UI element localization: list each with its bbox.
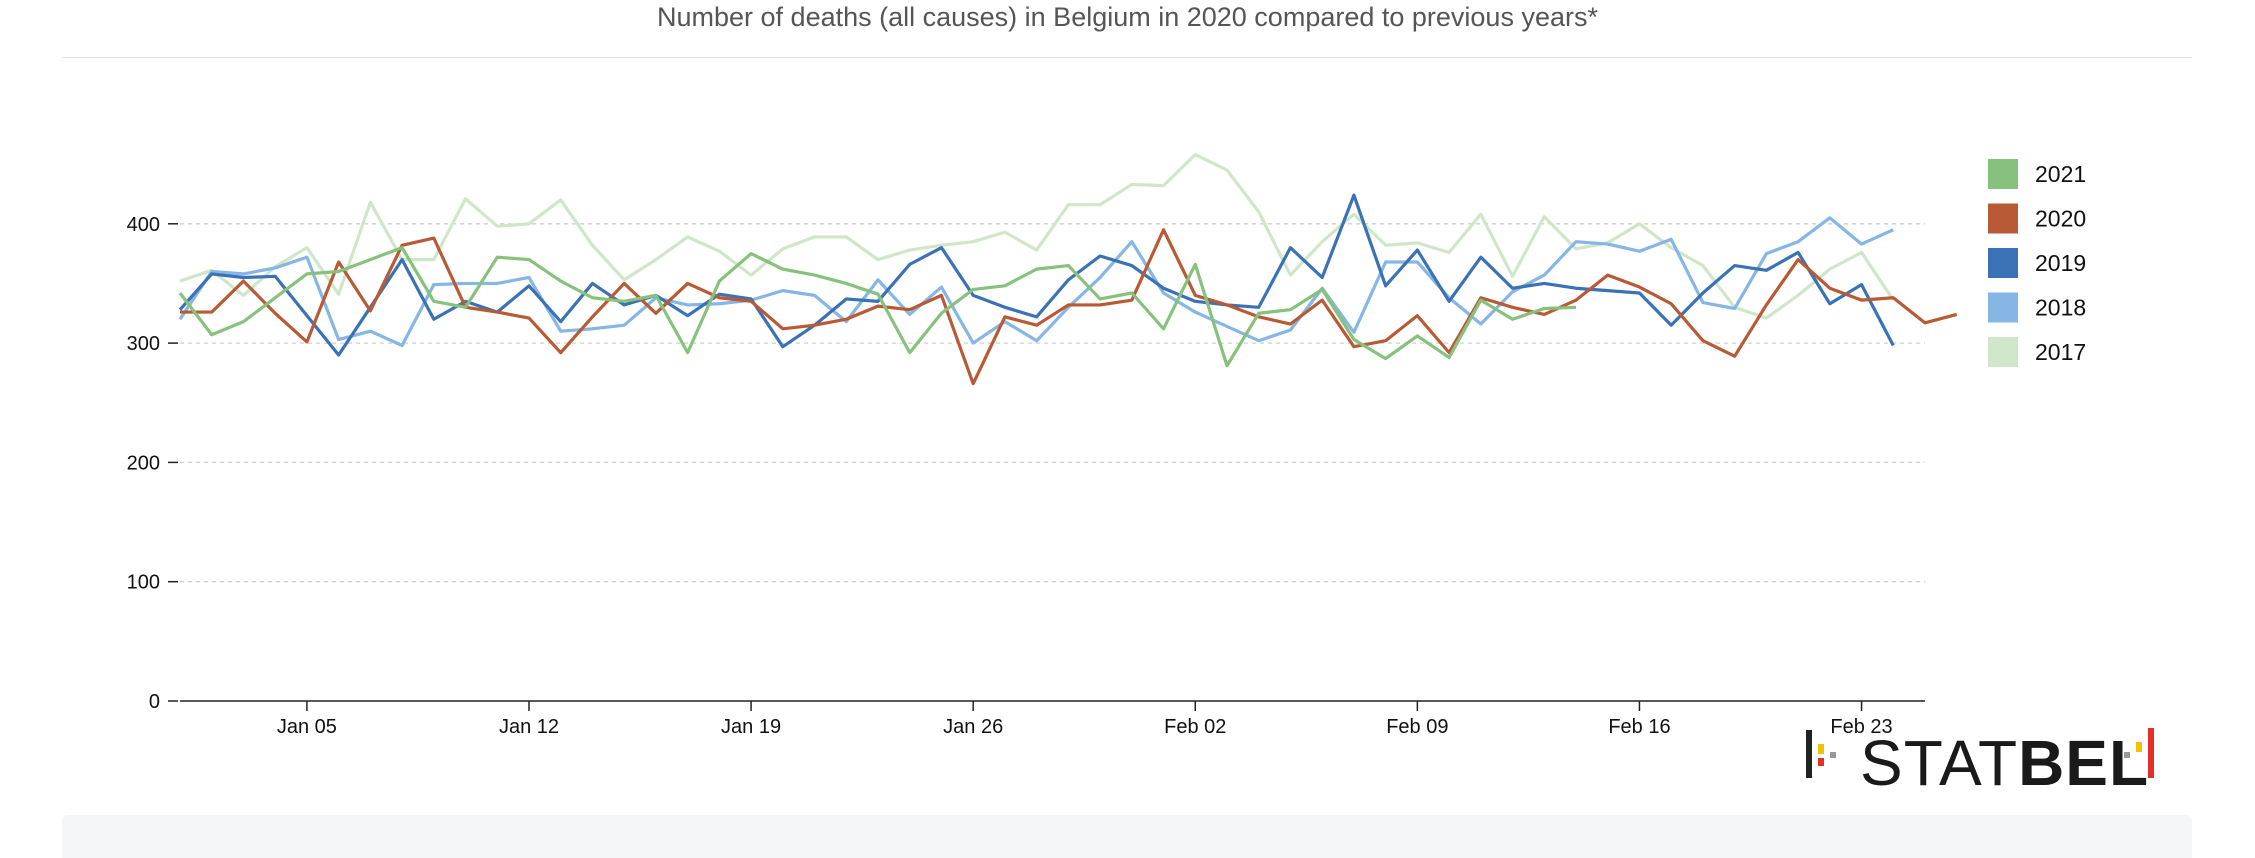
legend-swatch — [1988, 292, 2018, 323]
legend-label: 2021 — [2035, 161, 2086, 187]
y-tick-label: 200 — [127, 452, 160, 474]
x-tick-label: Feb 02 — [1164, 716, 1226, 738]
logo-text-stat: STAT — [1860, 727, 2019, 799]
title-divider — [62, 57, 2192, 58]
legend-item-2019[interactable]: 2019 — [1988, 248, 2086, 278]
logo-text-bel: BEL — [2018, 727, 2150, 799]
statbel-logo: STATBEL — [1800, 722, 2180, 802]
legend-label: 2019 — [2035, 250, 2086, 276]
legend-label: 2017 — [2035, 339, 2086, 365]
legend-swatch — [1988, 159, 2018, 189]
y-tick-label: 300 — [127, 333, 160, 355]
legend-item-2017[interactable]: 2017 — [1988, 337, 2086, 367]
logo-mark-right-icon — [2124, 728, 2154, 778]
legend-swatch — [1988, 248, 2018, 278]
series-lines — [178, 153, 1958, 386]
x-axis: Jan 05 Jan 12 Jan 19 Jan 26 Feb 02 Feb 09 Feb … — [180, 700, 1925, 738]
x-tick-label: Feb 16 — [1608, 716, 1670, 738]
legend-swatch — [1988, 203, 2018, 234]
series-line-2021[interactable] — [178, 246, 1577, 368]
legend-swatch — [1988, 337, 2018, 367]
y-tick-label: 400 — [127, 214, 160, 236]
chart-title: Number of deaths (all causes) in Belgium… — [657, 2, 1598, 32]
line-chart: 0 100 200 300 400 Jan 05 Jan 12 Jan 19 Jan 26 Fe… — [127, 153, 2086, 738]
y-tick-label: 100 — [127, 572, 160, 594]
legend-item-2021[interactable]: 2021 — [1988, 159, 2086, 189]
legend-item-2018[interactable]: 2018 — [1988, 292, 2086, 323]
legend[interactable]: 2021 2020 2019 2018 2017 — [1988, 159, 2086, 367]
x-tick-label: Feb 23 — [1830, 716, 1892, 738]
logo-wordmark: STATBEL — [1860, 726, 2149, 800]
y-axis: 0 100 200 300 400 — [127, 214, 178, 713]
series-line-2020[interactable] — [180, 228, 1958, 386]
x-tick-label: Feb 09 — [1386, 716, 1448, 738]
x-tick-label: Jan 26 — [943, 716, 1003, 738]
logo-mark-icon — [1806, 730, 1836, 778]
y-tick-label: 0 — [149, 691, 160, 713]
legend-item-2020[interactable]: 2020 — [1988, 203, 2086, 234]
legend-label: 2018 — [2035, 295, 2086, 321]
x-tick-label: Jan 19 — [721, 716, 781, 738]
legend-label: 2020 — [2035, 206, 2086, 232]
grid-lines — [180, 223, 1925, 583]
series-line-2018[interactable] — [178, 216, 1894, 348]
x-tick-label: Jan 05 — [277, 716, 337, 738]
series-line-2019[interactable] — [178, 193, 1895, 357]
bottom-panel — [62, 815, 2192, 858]
x-tick-label: Jan 12 — [499, 716, 559, 738]
